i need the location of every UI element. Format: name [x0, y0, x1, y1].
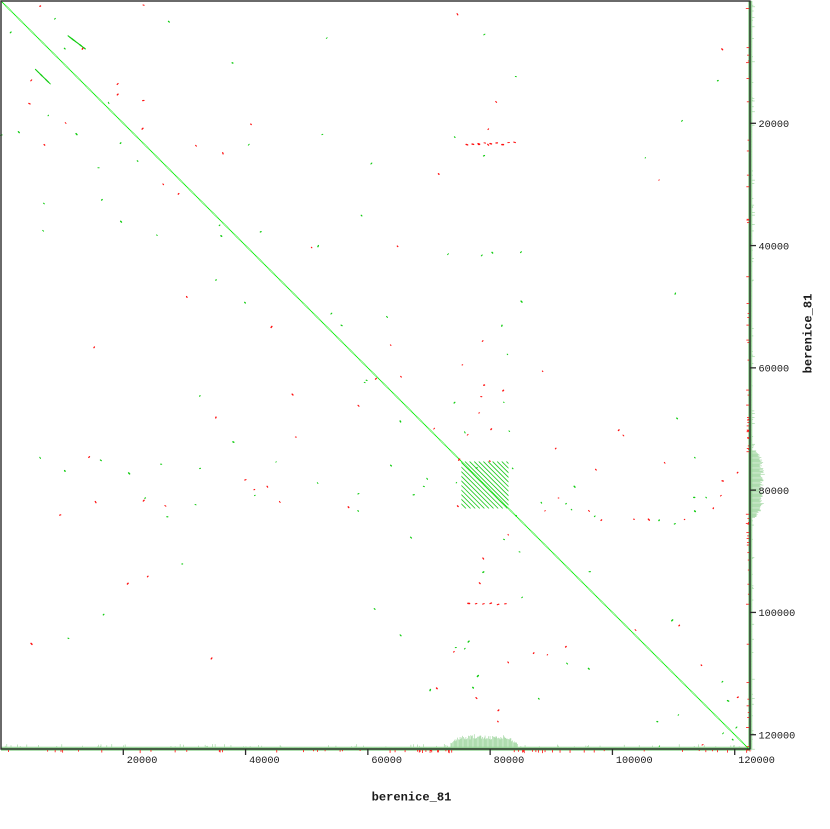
svg-text:40000: 40000: [249, 756, 280, 767]
svg-text:120000: 120000: [738, 756, 775, 767]
svg-text:80000: 80000: [759, 487, 790, 498]
svg-text:100000: 100000: [759, 609, 796, 620]
svg-text:60000: 60000: [759, 365, 790, 376]
svg-text:20000: 20000: [759, 120, 790, 131]
svg-text:120000: 120000: [759, 731, 796, 742]
svg-text:berenice_81: berenice_81: [802, 294, 816, 374]
svg-text:60000: 60000: [371, 756, 402, 767]
svg-text:80000: 80000: [494, 756, 525, 767]
svg-text:20000: 20000: [127, 756, 158, 767]
svg-text:berenice_81: berenice_81: [372, 791, 452, 805]
svg-text:100000: 100000: [616, 756, 653, 767]
svg-text:40000: 40000: [759, 242, 790, 253]
